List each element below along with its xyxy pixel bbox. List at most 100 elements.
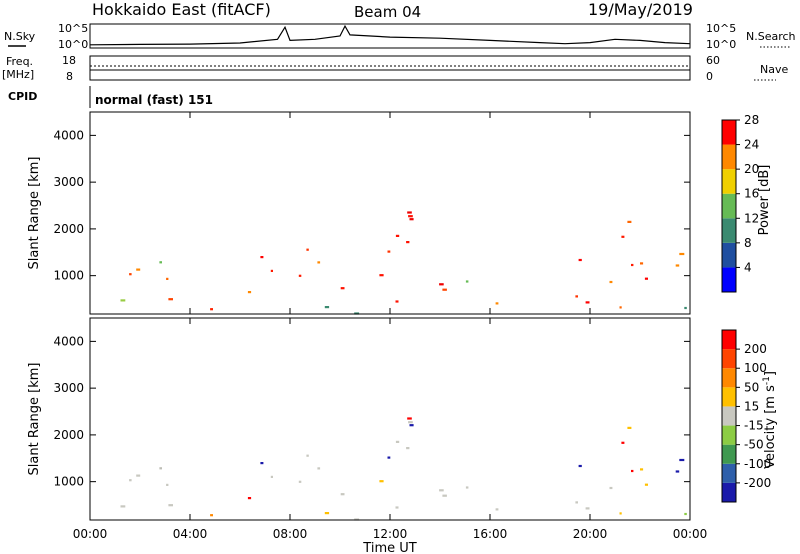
- velocity-echo-cell: [679, 458, 685, 462]
- site-title: Hokkaido East (fitACF): [92, 0, 271, 19]
- xtick-label: 00:00: [73, 527, 108, 541]
- cpid-text: normal (fast) 151: [95, 93, 213, 107]
- power-echo-cell: [298, 274, 302, 277]
- freq-label-line1: Freq.: [6, 55, 33, 68]
- power-echo-cell: [247, 291, 252, 294]
- colorbar-frame: [721, 329, 737, 503]
- colorbar-segment: [722, 193, 736, 219]
- xtick-label: 04:00: [173, 527, 208, 541]
- colorbar-segment: [722, 267, 736, 292]
- velocity-echo-cell: [210, 514, 213, 517]
- colorbar-segment: [722, 425, 736, 445]
- power-panel: 1000 2000 3000 4000 Slant Range [km] 4 8 12 16…: [27, 111, 772, 315]
- colorbar-tick-label: 15: [744, 399, 759, 413]
- freq-panel: Freq. [MHz] 18 8 60 0 Nave: [2, 54, 788, 83]
- freq-label-line2: [MHz]: [2, 68, 34, 81]
- noise-right-tick-top: 10^5: [706, 22, 736, 35]
- velocity-echo-cell: [609, 486, 613, 490]
- colorbar-tick-label: 12: [744, 211, 759, 225]
- noise-panel: N.Sky 10^5 10^0 10^5 10^0 N.Search: [4, 22, 796, 51]
- xtick-label: 12:00: [373, 527, 408, 541]
- power-echo-cell: [317, 261, 321, 264]
- velocity-echo-cell: [159, 467, 162, 470]
- colorbar-segment: [722, 120, 736, 145]
- velocity-ylabel: Slant Range [km]: [27, 363, 42, 476]
- velocity-echo-cell: [439, 489, 444, 492]
- velocity-echo-cell: [166, 483, 169, 486]
- power-echo-cell: [578, 258, 582, 262]
- x-axis-ticks: 00:00 04:00 08:00 12:00 16:00 20:00 00:00: [73, 112, 708, 541]
- freq-left-tick-bottom: 8: [66, 70, 73, 83]
- velocity-echo-cell: [395, 440, 400, 443]
- colorbar-segment: [722, 169, 736, 194]
- power-echo-cell: [684, 306, 687, 310]
- power-echo-cell: [136, 268, 141, 271]
- velocity-echo-cell: [578, 464, 582, 468]
- ytick-label: 1000: [53, 269, 84, 283]
- freq-right-tick-bottom: 0: [706, 70, 713, 83]
- nave-label: Nave: [760, 63, 788, 76]
- power-echo-cell: [631, 263, 634, 267]
- colorbar-segment: [722, 482, 736, 502]
- xtick-label: 16:00: [473, 527, 508, 541]
- velocity-echo-cell: [408, 421, 413, 424]
- power-colorbar: 4 8 12 16 20 24 28: [721, 113, 759, 293]
- power-echo-cell: [324, 306, 330, 309]
- velocity-echo-cell: [640, 468, 644, 471]
- ytick-label: 2000: [53, 222, 84, 236]
- colorbar-tick-label: 8: [744, 236, 752, 250]
- beam-title: Beam 04: [354, 3, 421, 21]
- xtick-label: 20:00: [573, 527, 608, 541]
- power-echo-cell: [210, 308, 213, 311]
- xtick-label: 00:00: [673, 527, 708, 541]
- power-echo-cell: [465, 280, 469, 283]
- colorbar-tick-label: 28: [744, 113, 759, 127]
- velocity-echo-cell: [387, 456, 391, 459]
- colorbar-tick-label: -200: [744, 476, 771, 490]
- power-colorbar-label: Power [dB]: [757, 165, 772, 236]
- power-echo-cell: [159, 261, 162, 264]
- colorbar-segment: [722, 387, 736, 407]
- power-echo-cell: [627, 220, 632, 223]
- velocity-panel: 1000 2000 3000 4000 Slant Range [km] 200 100…: [27, 317, 778, 521]
- velocity-yticks: 1000 2000 3000 4000: [53, 334, 690, 489]
- colorbar-segment: [722, 349, 736, 369]
- cpid-label: CPID: [8, 90, 37, 103]
- velocity-echo-cell: [260, 462, 264, 465]
- velocity-echo-cell: [621, 441, 625, 444]
- velocity-echo-cell: [585, 507, 590, 510]
- power-echo-cell: [609, 280, 613, 284]
- power-echo-cell: [129, 273, 132, 276]
- power-yticks: 1000 2000 3000 4000: [53, 128, 690, 283]
- colorbar-frame: [721, 119, 737, 293]
- freq-panel-frame: [89, 55, 691, 81]
- noise-right-tick-bottom: 10^0: [706, 38, 736, 51]
- colorbar-tick-label: -50: [744, 438, 764, 452]
- colorbar-segment: [722, 444, 736, 464]
- velocity-echo-cell: [465, 486, 469, 489]
- velocity-echo-cell: [324, 512, 330, 515]
- ytick-label: 4000: [53, 128, 84, 142]
- power-echo-cell: [260, 256, 264, 259]
- noise-left-tick-top: 10^5: [58, 22, 88, 35]
- power-echo-cell: [270, 269, 273, 272]
- velocity-echo-cell: [407, 417, 412, 420]
- power-echo-cell: [585, 301, 590, 304]
- power-echo-cell: [575, 295, 578, 298]
- velocity-echo-cell: [168, 504, 173, 507]
- power-echo-cell: [442, 288, 447, 291]
- velocity-echo-cell: [409, 424, 414, 427]
- velocity-echo-cell: [406, 447, 410, 450]
- colorbar-segment: [722, 218, 736, 243]
- power-echo-cell: [640, 262, 644, 265]
- power-echo-cell: [679, 252, 685, 256]
- power-echo-cell: [120, 299, 126, 302]
- power-echo-cell: [340, 287, 345, 290]
- colorbar-tick-label: 50: [744, 380, 759, 394]
- power-echo-cell: [407, 211, 412, 214]
- power-echo-cell: [406, 241, 410, 244]
- velocity-echo-cell: [675, 470, 680, 473]
- xtick-label: 08:00: [273, 527, 308, 541]
- velocity-echo-cell: [340, 493, 345, 496]
